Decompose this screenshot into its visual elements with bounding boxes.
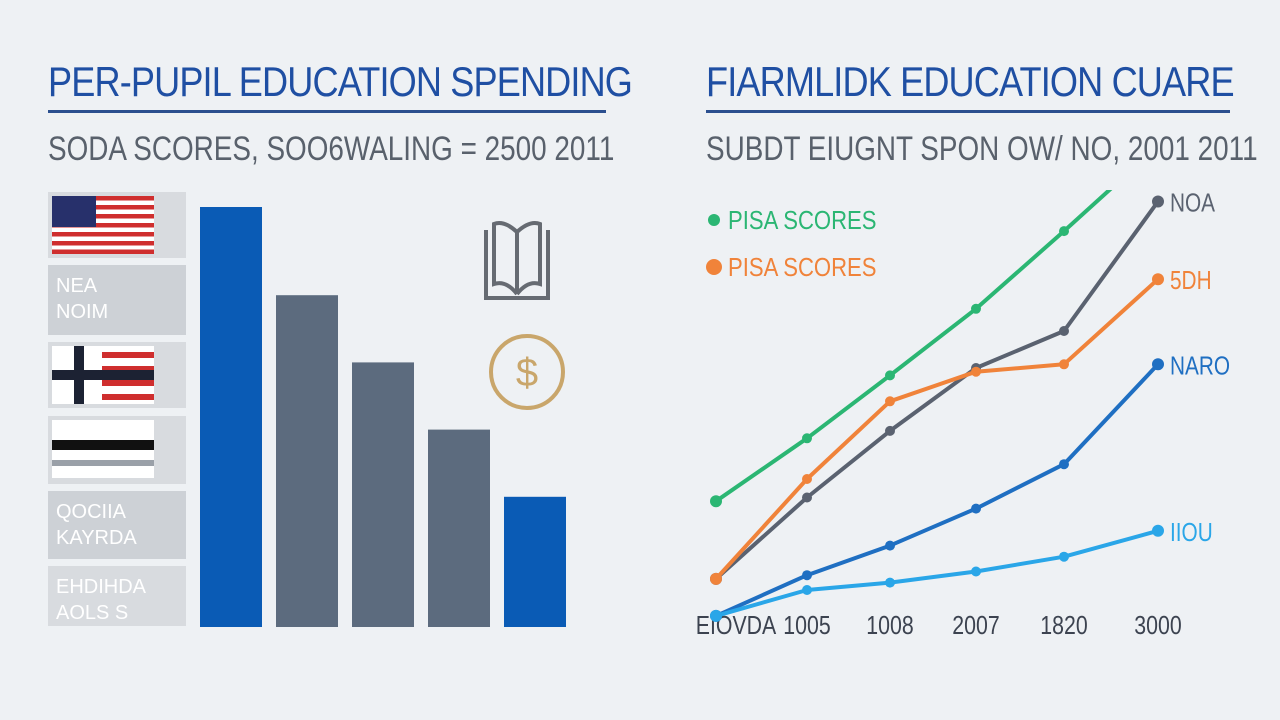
book-icon: [482, 208, 552, 313]
left-title-underline: [48, 110, 606, 113]
series-point: [1059, 459, 1069, 470]
legend-marker: [706, 259, 722, 275]
legend-cell-5: QOCIIA KAYRDA: [48, 491, 186, 559]
striped-flag-icon: [52, 420, 154, 478]
legend-cell-3: [48, 342, 186, 408]
series-line-3: [714, 277, 1160, 581]
legend-label: PISA SCORES: [728, 206, 877, 235]
x-tick-label: 1820: [1040, 611, 1087, 641]
series-point: [1152, 524, 1164, 537]
series-point: [710, 609, 722, 622]
legend-label: PISA SCORES: [728, 253, 877, 282]
legend-cell-4: [48, 416, 186, 484]
left-chart-title: PER-PUPIL EDUCATION SPENDING: [48, 58, 633, 105]
series-point: [885, 577, 895, 588]
series-point: [710, 572, 722, 585]
usa-flag-icon: [52, 196, 154, 254]
series-point: [971, 503, 981, 514]
series-point: [1152, 273, 1164, 286]
series-end-label: NARO: [1170, 351, 1230, 380]
bar-3: [352, 362, 414, 627]
x-tick-label: 1008: [866, 611, 913, 641]
x-tick-label: EIOVDA: [696, 611, 777, 641]
dollar-icon: $: [486, 330, 572, 421]
series-end-label: IIOU: [1170, 518, 1213, 547]
right-chart-title: FIARMLIDK EDUCATION CUARE: [706, 58, 1235, 105]
series-line-1: [714, 190, 1113, 503]
series-line-5: [715, 528, 1159, 618]
series-point: [802, 492, 812, 503]
nordic-flag-icon: [52, 346, 154, 404]
x-tick-label: 3000: [1134, 611, 1181, 641]
series-point: [1059, 226, 1069, 237]
series-line-4: [715, 362, 1160, 618]
series-point: [971, 566, 981, 577]
series-point: [802, 585, 812, 595]
bar-5: [504, 496, 566, 627]
right-title-underline: [706, 110, 1230, 113]
series-point: [885, 396, 895, 407]
legend-label-6: EHDIHDA AOLS S: [56, 576, 147, 624]
legend-label-2: NEA NOIM: [56, 275, 109, 323]
series-point: [1059, 359, 1069, 370]
left-chart-subtitle: SODA SCORES, SOO6WALING = 2500 2011: [48, 130, 615, 168]
series-point: [802, 433, 812, 444]
bar-chart: [200, 207, 566, 627]
series-point: [802, 570, 812, 581]
legend-label-5: QOCIIA KAYRDA: [56, 501, 137, 549]
series-point: [885, 540, 895, 551]
series-point: [1152, 358, 1164, 371]
bar-4: [428, 429, 490, 627]
series-point: [971, 366, 981, 377]
legend-cell-usa: [48, 192, 186, 258]
legend-marker: [708, 214, 720, 226]
bar-1: [200, 207, 262, 627]
right-chart-subtitle: SUBDT EIUGNT SPON OW/ NO, 2001 2011: [706, 130, 1258, 168]
svg-text:$: $: [516, 351, 538, 395]
series-point: [710, 495, 722, 508]
bar-2: [276, 295, 338, 627]
series-point: [1059, 326, 1069, 336]
series-end-label: 5DH: [1170, 266, 1212, 295]
legend-cell-2: NEA NOIM: [48, 265, 186, 335]
series-point: [1059, 551, 1069, 562]
x-tick-label: 1005: [783, 611, 830, 641]
series-point: [885, 425, 895, 436]
x-tick-label: 2007: [952, 611, 999, 641]
series-point: [885, 370, 895, 381]
series-point: [1152, 195, 1164, 208]
series-point: [971, 303, 981, 314]
line-chart: EIOVDA10051008200718203000UEIMNOA5DHNARO…: [696, 190, 1230, 641]
series-point: [802, 474, 812, 484]
legend-cell-6: EHDIHDA AOLS S: [48, 566, 186, 626]
series-end-label: NOA: [1170, 190, 1215, 217]
series-line-2: [714, 200, 1160, 581]
